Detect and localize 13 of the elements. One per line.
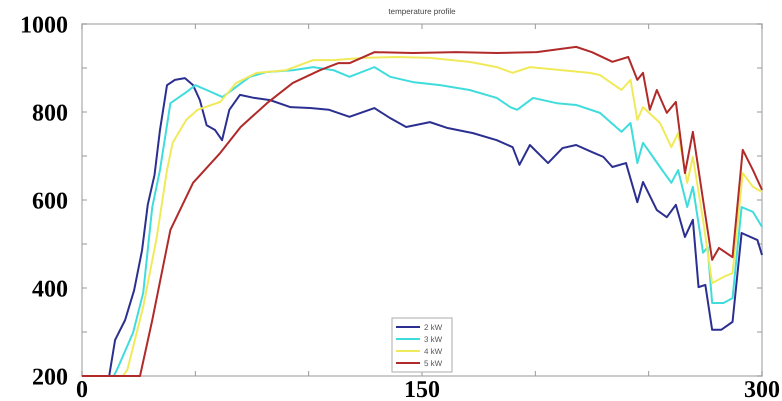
legend-label: 2 kW — [424, 322, 443, 332]
legend-label: 3 kW — [424, 334, 443, 344]
y-tick-label: 200 — [32, 364, 68, 390]
x-tick-label: 0 — [76, 377, 88, 401]
x-tick-label: 150 — [404, 377, 440, 401]
legend-label: 4 kW — [424, 346, 443, 356]
y-tick-label: 400 — [32, 276, 68, 302]
chart-title: temperature profile — [388, 7, 456, 16]
y-tick-label: 600 — [32, 188, 68, 214]
y-tick-label: 800 — [32, 100, 68, 126]
x-tick-label: 300 — [744, 377, 780, 401]
legend-label: 5 kW — [424, 358, 443, 368]
y-tick-label: 1000 — [20, 12, 68, 38]
